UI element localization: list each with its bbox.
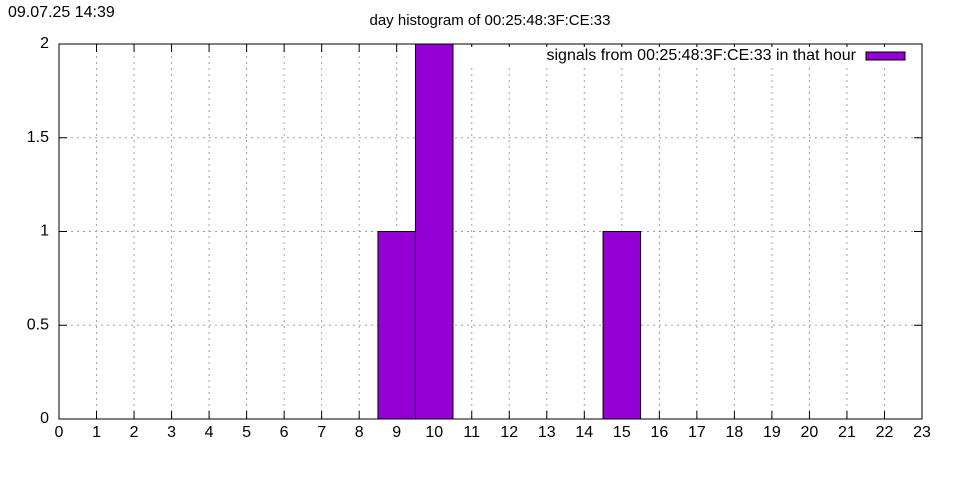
legend-label: signals from 00:25:48:3F:CE:33 in that h…	[546, 47, 856, 64]
y-tick-label: 0	[40, 410, 49, 427]
y-tick-label: 1.5	[27, 129, 49, 146]
bar	[414, 43, 454, 420]
bar	[377, 231, 416, 420]
x-tick-label: 14	[575, 424, 593, 441]
y-tick-label: 1	[40, 223, 49, 240]
x-tick-label: 18	[725, 424, 743, 441]
x-tick-label: 17	[688, 424, 706, 441]
y-tick-label: 2	[40, 35, 49, 52]
x-tick-label: 9	[392, 424, 401, 441]
x-tick-label: 1	[92, 424, 101, 441]
x-tick-label: 0	[55, 424, 64, 441]
legend-background	[470, 47, 910, 66]
x-tick-label: 11	[463, 424, 480, 441]
chart-title: day histogram of 00:25:48:3F:CE:33	[370, 12, 611, 29]
x-tick-label: 6	[280, 424, 289, 441]
x-tick-label: 2	[130, 424, 139, 441]
legend-swatch	[865, 51, 906, 61]
x-tick-label: 12	[500, 424, 518, 441]
x-tick-label: 23	[913, 424, 931, 441]
x-tick-label: 19	[763, 424, 781, 441]
x-tick-label: 13	[538, 424, 556, 441]
plot-border	[58, 43, 923, 420]
x-tick-label: 8	[355, 424, 364, 441]
x-tick-label: 7	[317, 424, 326, 441]
x-tick-label: 4	[205, 424, 214, 441]
x-tick-label: 10	[425, 424, 443, 441]
bar	[602, 231, 642, 420]
y-tick-label: 0.5	[27, 316, 49, 333]
x-tick-label: 22	[876, 424, 894, 441]
x-tick-label: 16	[650, 424, 668, 441]
x-tick-label: 5	[242, 424, 251, 441]
x-tick-label: 3	[167, 424, 176, 441]
timestamp: 09.07.25 14:39	[8, 4, 115, 21]
x-tick-label: 20	[801, 424, 819, 441]
x-tick-label: 15	[613, 424, 631, 441]
x-tick-label: 21	[838, 424, 856, 441]
